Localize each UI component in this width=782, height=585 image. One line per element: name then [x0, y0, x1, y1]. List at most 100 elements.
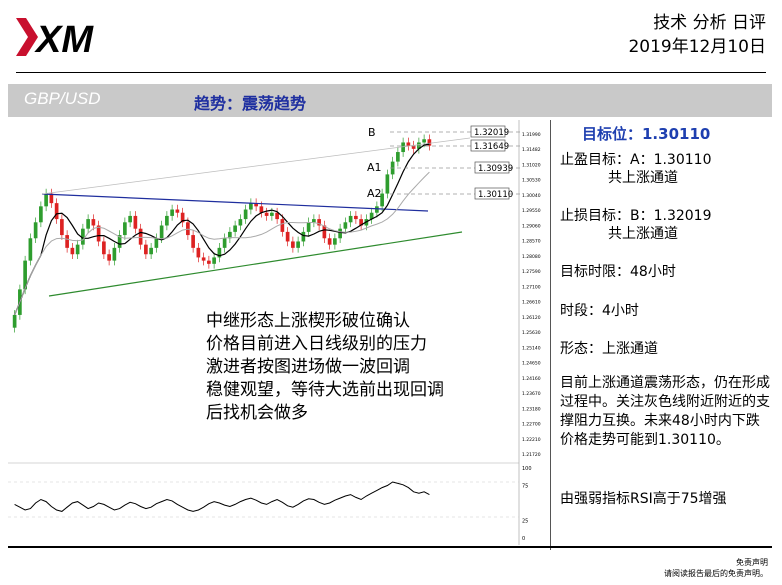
- annotation-line-4: 稳健观望，等待大选前出现回调: [206, 380, 444, 400]
- y-tick-label: 1.28570: [522, 239, 541, 245]
- candle-body: [175, 209, 180, 213]
- y-tick-label: 1.22700: [522, 422, 541, 428]
- candle-body: [107, 254, 111, 261]
- candle-body: [270, 212, 274, 216]
- level-b-tag: B: [368, 126, 376, 139]
- y-tick-label: 1.21720: [522, 452, 541, 458]
- candle-body: [306, 222, 311, 232]
- candle-body: [112, 247, 117, 261]
- candle-body: [196, 247, 201, 258]
- candle-body: [207, 260, 211, 264]
- annotation-line-1: 中继形态上涨楔形破位确认: [206, 311, 410, 331]
- candle-body: [212, 257, 216, 264]
- candle-body: [343, 222, 348, 229]
- candle-body: [39, 206, 43, 223]
- stop-loss-sub: 共上涨通道: [608, 226, 678, 242]
- report-date: 2019年12月10日: [628, 37, 766, 57]
- chart-annotation: 中继形态上涨楔形破位确认 价格目前进入日线级别的压力 激进者按图进场做一波回调 …: [206, 310, 444, 425]
- candle-body: [259, 206, 264, 213]
- stop-loss-label: 止损目标：B：1.32019: [560, 208, 712, 224]
- candle-body: [222, 238, 227, 248]
- rsi-tick-label: 75: [522, 484, 528, 490]
- xm-logo: XM: [16, 18, 94, 58]
- y-tick-label: 1.23670: [522, 391, 541, 397]
- candle-body: [180, 212, 185, 223]
- candle-body: [369, 212, 374, 220]
- candle-body: [70, 247, 75, 255]
- candle-body: [401, 142, 405, 153]
- candle-body: [327, 238, 332, 245]
- y-tick-label: 1.31482: [522, 147, 541, 153]
- y-tick-label: 1.27590: [522, 269, 541, 275]
- candle-body: [285, 231, 290, 242]
- candle-body: [149, 247, 153, 255]
- candle-body: [201, 257, 206, 261]
- time-limit: 目标时限：48小时: [560, 264, 676, 280]
- candle-body: [385, 174, 390, 194]
- take-profit-sub: 共上涨通道: [608, 170, 678, 186]
- level-b-value: 1.32019: [474, 128, 509, 138]
- candle-body: [144, 244, 148, 255]
- annotation-line-3: 激进者按图进场做一波回调: [206, 357, 410, 377]
- candle-body: [296, 241, 300, 248]
- candle-body: [217, 247, 222, 258]
- candle-body: [138, 228, 143, 245]
- y-tick-label: 1.27100: [522, 284, 541, 290]
- candle-body: [102, 241, 106, 255]
- candle-body: [91, 219, 96, 226]
- pair-banner: GBP/USD 趋势：震荡趋势: [8, 84, 772, 117]
- candle-body: [75, 244, 80, 255]
- timeframe: 时段：4小时: [560, 303, 639, 319]
- candle-body: [60, 219, 64, 236]
- candle-body: [427, 139, 432, 146]
- candle-body: [333, 238, 337, 245]
- candle-body: [65, 235, 69, 248]
- candle-body: [275, 212, 279, 220]
- candle-body: [354, 215, 358, 220]
- lower-wedge-line: [48, 231, 463, 297]
- candle-body: [264, 212, 269, 216]
- candle-body: [375, 206, 379, 213]
- y-tick-label: 1.24160: [522, 376, 541, 382]
- candle-body: [238, 219, 243, 226]
- y-tick-label: 1.31990: [522, 132, 541, 138]
- level-a1-value: 1.30939: [478, 164, 513, 174]
- level-a1-tag: A1: [367, 161, 382, 174]
- footer-divider: [8, 546, 772, 548]
- candle-body: [254, 203, 258, 207]
- y-tick-label: 1.22210: [522, 437, 541, 443]
- candle-body: [243, 209, 248, 220]
- candle-body: [411, 145, 416, 149]
- annotation-line-2: 价格目前进入日线级别的压力: [206, 334, 427, 354]
- logo-text: XM: [34, 19, 94, 58]
- target-price: 目标位：1.30110: [582, 125, 711, 143]
- candle-body: [228, 231, 232, 239]
- panel-divider: [550, 120, 551, 550]
- y-tick-label: 1.30530: [522, 178, 541, 184]
- candle-body: [159, 225, 164, 239]
- report-title: 技术 分析 日评: [653, 13, 766, 33]
- y-tick-label: 1.24650: [522, 361, 541, 367]
- analysis-sidebar: 目标位：1.30110 止盈目标：A：1.30110 共上涨通道 止损目标：B：…: [556, 120, 776, 550]
- candle-body: [348, 215, 353, 223]
- candle-body: [12, 314, 17, 328]
- candle-body: [44, 193, 48, 207]
- pair-label: GBP/USD: [24, 89, 101, 108]
- y-tick-label: 1.30040: [522, 193, 541, 199]
- disclaimer-text: 请阅读报告最后的免责声明。: [664, 569, 768, 578]
- annotation-line-5: 后找机会做多: [206, 403, 308, 423]
- candle-body: [154, 238, 159, 248]
- candle-body: [312, 219, 316, 223]
- candle-body: [86, 219, 90, 229]
- candle-body: [123, 222, 127, 236]
- disclaimer-title: 免责声明: [736, 558, 768, 567]
- candle-body: [422, 139, 426, 143]
- candle-body: [23, 260, 27, 290]
- candle-body: [291, 241, 295, 248]
- candle-body: [359, 219, 363, 226]
- candle-body: [165, 215, 169, 226]
- price-chart-svg: 1.31990 1.31482 1.31020 1.30530 1.30040 1.295…: [8, 120, 541, 545]
- ma-gray-line: [14, 171, 430, 316]
- y-tick-label: 1.29060: [522, 223, 541, 229]
- y-tick-label: 1.28080: [522, 254, 541, 260]
